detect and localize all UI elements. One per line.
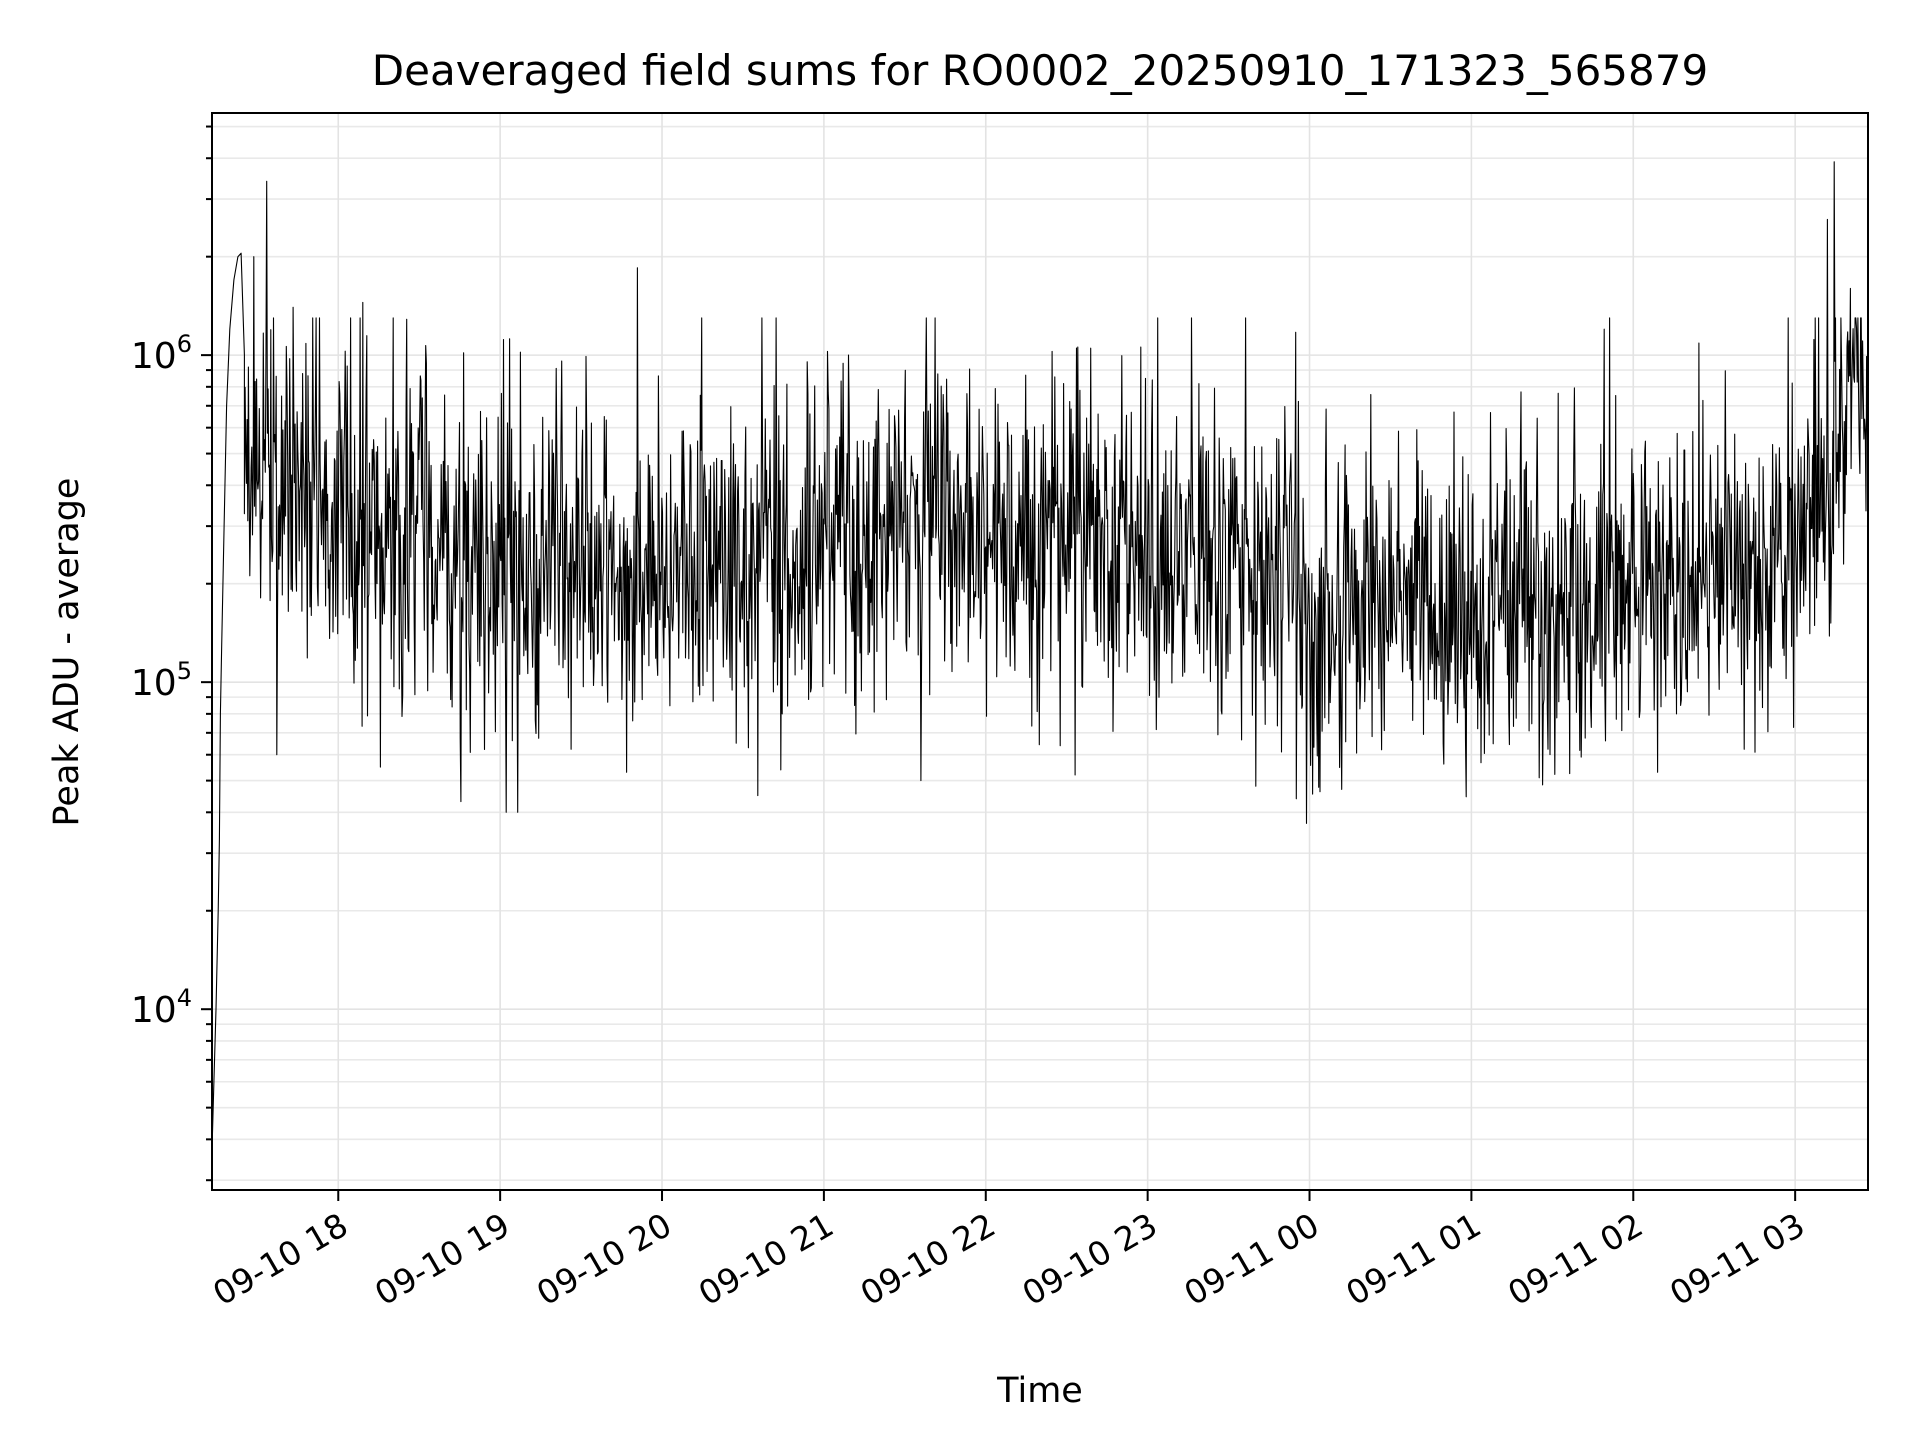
axes-frame	[211, 112, 1869, 1191]
y-tick-label: 106	[131, 330, 192, 377]
chart-title: Deaveraged field sums for RO0002_2025091…	[372, 46, 1708, 95]
plot-area	[211, 161, 1869, 1140]
x-axis-label: Time	[996, 1371, 1083, 1411]
y-tick-label: 104	[131, 984, 192, 1031]
y-axis-label: Peak ADU - average	[47, 478, 87, 827]
series-line	[211, 161, 1869, 1140]
y-axis: 104 105 106	[131, 125, 212, 1182]
grid	[212, 113, 1868, 1190]
y-tick-label: 105	[131, 657, 192, 704]
